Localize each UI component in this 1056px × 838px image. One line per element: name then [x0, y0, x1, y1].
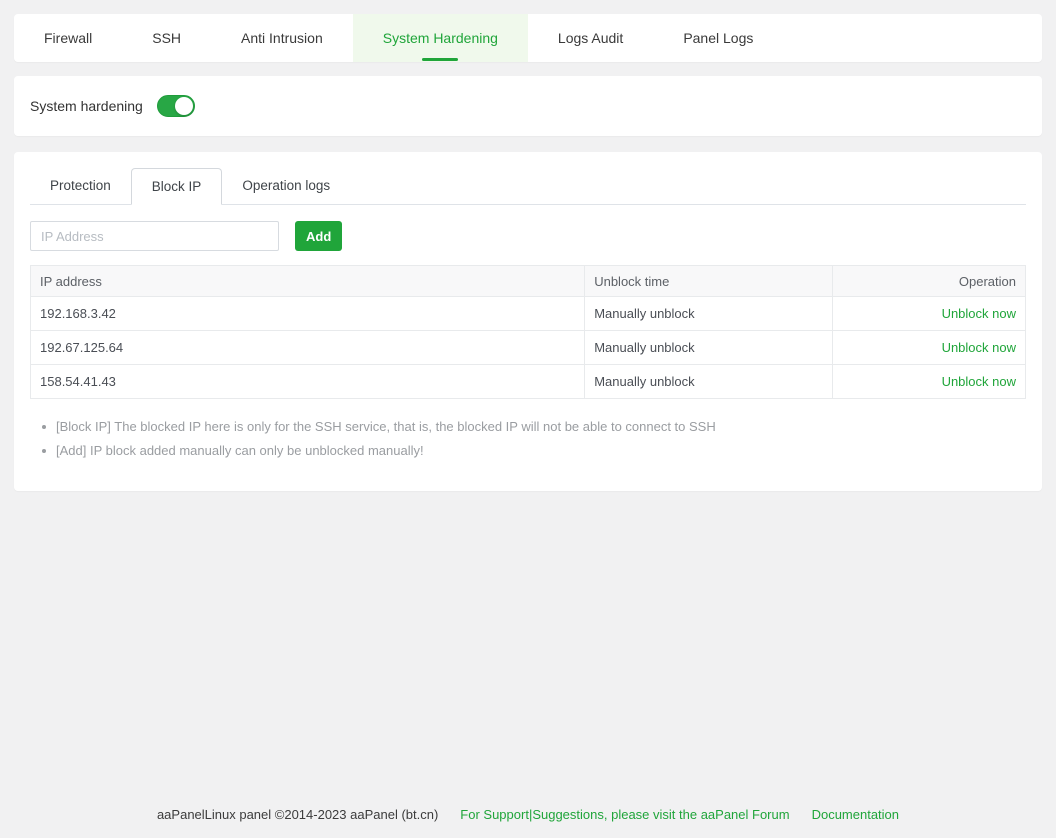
- tab-ssh[interactable]: SSH: [122, 14, 211, 62]
- sub-tab-bar: Protection Block IP Operation logs: [30, 168, 1026, 205]
- cell-ip: 158.54.41.43: [29, 364, 586, 399]
- tab-firewall-label: Firewall: [44, 30, 93, 46]
- cell-unblock-time: Manually unblock: [584, 330, 833, 365]
- unblock-now-link[interactable]: Unblock now: [941, 340, 1016, 355]
- cell-unblock-time: Manually unblock: [584, 364, 833, 399]
- system-hardening-toggle-label: System hardening: [30, 98, 143, 114]
- tab-panel-logs[interactable]: Panel Logs: [653, 14, 783, 62]
- cell-ip: 192.168.3.42: [29, 296, 586, 331]
- table-header-row: IP address Unblock time Operation: [29, 265, 1027, 297]
- tab-firewall[interactable]: Firewall: [14, 14, 122, 62]
- footer-support-link[interactable]: For Support|Suggestions, please visit th…: [460, 807, 790, 822]
- header-unblock-time: Unblock time: [584, 265, 833, 297]
- system-hardening-toggle[interactable]: [156, 95, 195, 117]
- bullet-dot: [42, 425, 46, 429]
- tab-logs-audit-label: Logs Audit: [557, 30, 624, 46]
- block-ip-panel: Protection Block IP Operation logs Add I…: [14, 152, 1042, 491]
- tab-system-hardening[interactable]: System Hardening: [352, 14, 528, 62]
- active-tab-underline: [422, 58, 459, 61]
- header-ip-address: IP address: [29, 265, 586, 297]
- header-operation: Operation: [831, 265, 1027, 297]
- unblock-now-link[interactable]: Unblock now: [941, 306, 1016, 321]
- tab-ssh-label: SSH: [152, 30, 182, 46]
- blocked-ip-table: IP address Unblock time Operation 192.16…: [29, 265, 1027, 399]
- help-notes: [Block IP] The blocked IP here is only f…: [30, 415, 1026, 463]
- table-row: 158.54.41.43 Manually unblock Unblock no…: [29, 364, 1027, 399]
- table-row: 192.67.125.64 Manually unblock Unblock n…: [29, 330, 1027, 365]
- bullet-dot: [42, 449, 46, 453]
- tab-logs-audit[interactable]: Logs Audit: [528, 14, 653, 62]
- add-button[interactable]: Add: [295, 221, 343, 251]
- cell-unblock-time: Manually unblock: [584, 296, 833, 331]
- page-content: Firewall SSH Anti Intrusion System Harde…: [14, 14, 1042, 491]
- tab-panel-logs-label: Panel Logs: [683, 30, 754, 46]
- note-block-ip: [Block IP] The blocked IP here is only f…: [36, 415, 1026, 439]
- unblock-now-link[interactable]: Unblock now: [941, 374, 1016, 389]
- footer-copyright: aaPanelLinux panel ©2014-2023 aaPanel (b…: [156, 807, 439, 822]
- table-row: 192.168.3.42 Manually unblock Unblock no…: [29, 296, 1027, 331]
- cell-ip: 192.67.125.64: [29, 330, 586, 365]
- subtab-operation-logs[interactable]: Operation logs: [242, 178, 331, 193]
- tab-anti-intrusion-label: Anti Intrusion: [241, 30, 323, 46]
- tab-system-hardening-label: System Hardening: [382, 30, 498, 46]
- note-add: [Add] IP block added manually can only b…: [36, 439, 1026, 463]
- add-ip-form: Add: [30, 221, 1026, 251]
- subtab-block-ip[interactable]: Block IP: [130, 168, 223, 205]
- toggle-knob: [174, 97, 193, 115]
- system-hardening-toggle-card: System hardening: [14, 76, 1042, 136]
- note-text: [Block IP] The blocked IP here is only f…: [56, 419, 716, 434]
- footer-documentation-link[interactable]: Documentation: [811, 807, 900, 822]
- security-tab-bar: Firewall SSH Anti Intrusion System Harde…: [14, 14, 1042, 62]
- note-text: [Add] IP block added manually can only b…: [56, 443, 424, 458]
- tab-anti-intrusion[interactable]: Anti Intrusion: [211, 14, 353, 62]
- page-footer: aaPanelLinux panel ©2014-2023 aaPanel (b…: [0, 807, 1056, 822]
- ip-address-input[interactable]: [30, 221, 279, 251]
- subtab-protection[interactable]: Protection: [50, 178, 111, 193]
